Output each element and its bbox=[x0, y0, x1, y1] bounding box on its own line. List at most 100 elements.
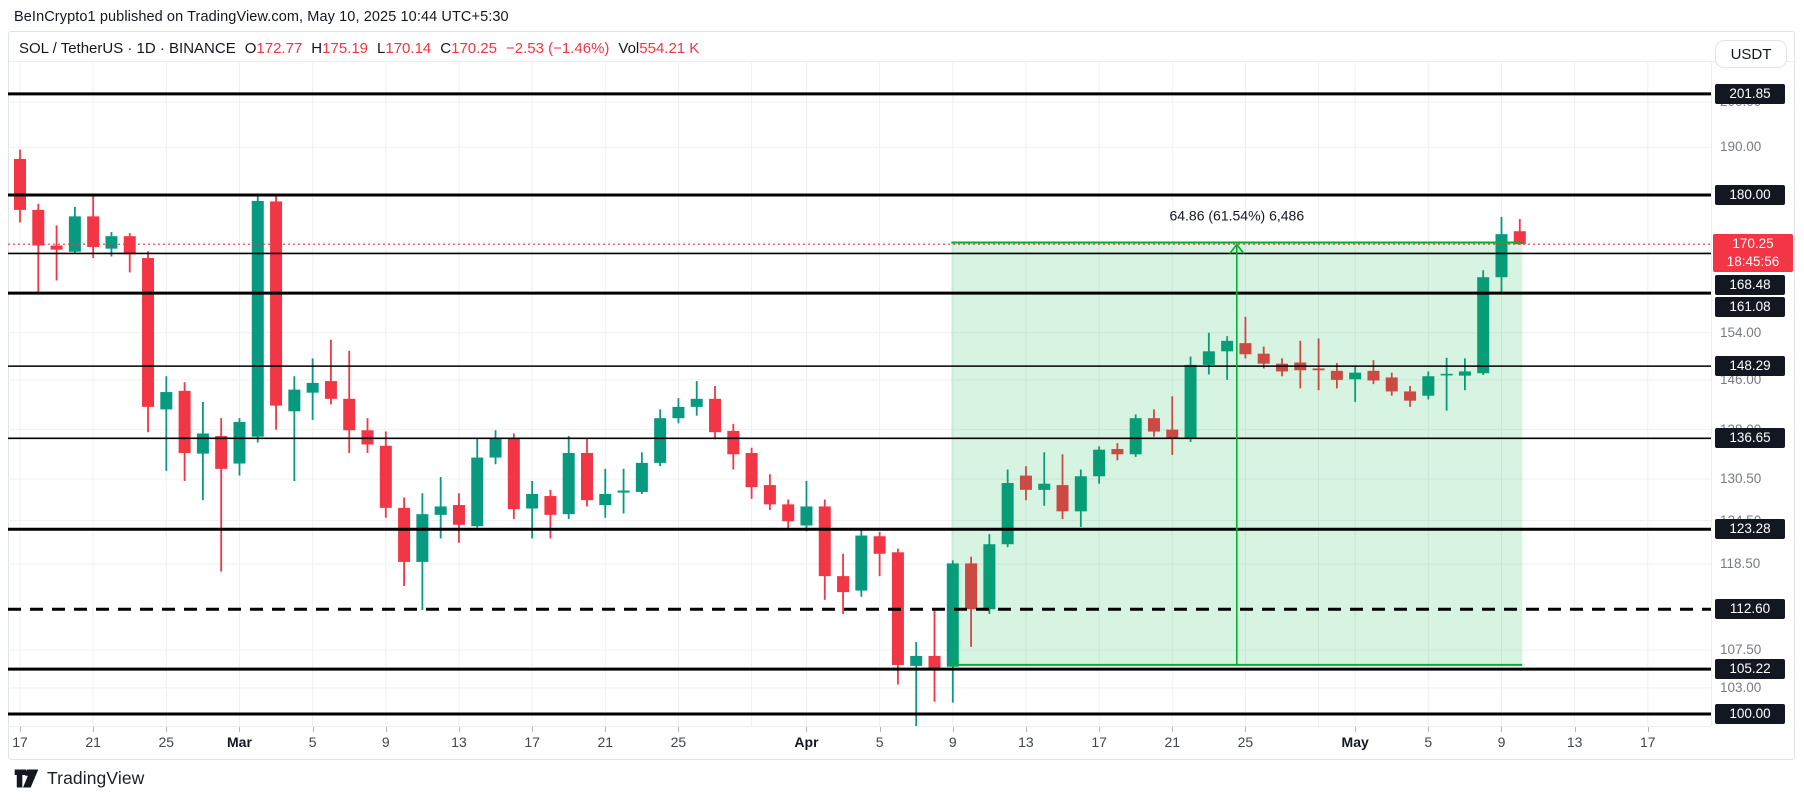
candle-body bbox=[1129, 418, 1142, 455]
candle-body bbox=[324, 381, 337, 399]
price-level-badge-100.00: 100.00 bbox=[1715, 704, 1785, 724]
time-label-13: 13 bbox=[451, 734, 467, 750]
candle-body bbox=[1038, 483, 1051, 490]
time-tick bbox=[879, 727, 881, 732]
candle-body bbox=[690, 398, 703, 407]
time-tick bbox=[678, 727, 680, 732]
time-tick bbox=[1647, 727, 1649, 732]
candle-body bbox=[654, 418, 667, 463]
time-label-17: 17 bbox=[1640, 734, 1656, 750]
time-tick bbox=[1428, 727, 1430, 732]
candle-body bbox=[452, 505, 465, 525]
time-tick bbox=[806, 727, 808, 732]
time-label-May: May bbox=[1341, 734, 1369, 750]
ohlc-open: O172.77 bbox=[244, 39, 303, 57]
candle-body bbox=[233, 421, 246, 464]
attribution-text: BeInCrypto1 published on TradingView.com… bbox=[14, 9, 509, 25]
price-tick-103.00: 103.00 bbox=[1720, 679, 1762, 695]
candle-body bbox=[1330, 370, 1343, 380]
candle-body bbox=[87, 216, 100, 248]
time-label-5: 5 bbox=[875, 734, 884, 750]
candle-body bbox=[471, 457, 484, 527]
candle-body bbox=[398, 507, 411, 562]
time-tick bbox=[1245, 727, 1247, 732]
time-tick bbox=[1099, 727, 1101, 732]
time-label-25: 25 bbox=[670, 734, 687, 750]
time-label-25: 25 bbox=[158, 734, 175, 750]
volume: Vol554.21 K bbox=[618, 39, 700, 57]
time-tick bbox=[605, 727, 607, 732]
candle-body bbox=[123, 236, 136, 255]
candle-body bbox=[1074, 476, 1087, 512]
candle-body bbox=[928, 655, 941, 670]
candle-body bbox=[1019, 475, 1032, 490]
candle-body bbox=[1458, 371, 1471, 376]
currency-toggle-button[interactable]: USDT bbox=[1715, 40, 1787, 68]
time-tick bbox=[93, 727, 95, 732]
candle-body bbox=[1111, 449, 1124, 455]
candle-body bbox=[1166, 429, 1179, 438]
price-tick-154.00: 154.00 bbox=[1720, 324, 1762, 340]
time-label-5: 5 bbox=[308, 734, 317, 750]
candle-body bbox=[1349, 372, 1362, 380]
time-tick bbox=[385, 727, 387, 732]
price-level-badge-112.60: 112.60 bbox=[1715, 599, 1785, 620]
current-price-value: 170.25 bbox=[1732, 236, 1774, 252]
price-tick-107.50: 107.50 bbox=[1720, 642, 1762, 658]
time-label-21: 21 bbox=[597, 734, 614, 750]
candle-body bbox=[855, 535, 868, 591]
time-label-9: 9 bbox=[381, 734, 390, 750]
time-tick bbox=[166, 727, 168, 732]
ohlc-high: H175.19 bbox=[311, 39, 369, 57]
bar-countdown: 18:45:56 bbox=[1726, 254, 1780, 270]
candle-body bbox=[745, 452, 758, 488]
candle-body bbox=[1056, 485, 1069, 512]
candle-body bbox=[1221, 340, 1234, 352]
candle-body bbox=[526, 493, 539, 509]
candle-body bbox=[32, 209, 45, 246]
candle-body bbox=[800, 506, 813, 526]
time-tick bbox=[1574, 727, 1576, 732]
symbol-title: SOL / TetherUS · 1D · BINANCE bbox=[19, 39, 236, 57]
candle-body bbox=[1147, 418, 1160, 432]
candle-body bbox=[1239, 343, 1252, 355]
change-value: −2.53 (−1.46%) bbox=[506, 39, 610, 57]
candle-body bbox=[983, 544, 996, 610]
time-label-Apr: Apr bbox=[794, 734, 819, 750]
candle-body bbox=[1093, 449, 1106, 477]
candle-body bbox=[178, 390, 191, 453]
time-label-5: 5 bbox=[1424, 734, 1433, 750]
candle-body bbox=[1404, 391, 1417, 401]
time-tick bbox=[1172, 727, 1174, 732]
time-label-9: 9 bbox=[948, 734, 957, 750]
candle-body bbox=[196, 433, 209, 454]
candle-body bbox=[763, 485, 776, 505]
candle-body bbox=[507, 438, 520, 510]
measure-arrow-head bbox=[1229, 243, 1245, 254]
price-axis[interactable]: 200.00190.00154.00146.00138.00130.50124.… bbox=[1711, 62, 1804, 726]
candle-body bbox=[379, 445, 392, 508]
candle-body bbox=[306, 382, 319, 393]
candle-body bbox=[489, 438, 502, 458]
current-price-badge: 170.25 18:45:56 bbox=[1713, 234, 1793, 273]
candle-body bbox=[416, 514, 429, 562]
candle-body bbox=[544, 496, 557, 515]
candle-body bbox=[599, 493, 612, 506]
candle-body bbox=[1513, 231, 1526, 245]
time-tick bbox=[239, 727, 241, 732]
chart-canvas[interactable]: 64.86 (61.54%) 6,486 bbox=[8, 62, 1711, 726]
time-tick bbox=[1355, 727, 1357, 732]
time-label-21: 21 bbox=[1164, 734, 1181, 750]
time-label-17: 17 bbox=[524, 734, 540, 750]
candle-body bbox=[837, 576, 850, 593]
tradingview-logo-link[interactable]: TradingView bbox=[14, 768, 144, 789]
time-label-13: 13 bbox=[1566, 734, 1583, 750]
candle-body bbox=[14, 158, 26, 210]
price-level-badge-105.22: 105.22 bbox=[1715, 659, 1785, 680]
time-axis[interactable]: 17 21 25 Mar 5 9 13 17 21 25 Apr 5 9 13 17 21 25 May 5 9 13 1… bbox=[8, 726, 1711, 760]
candle-body bbox=[946, 563, 959, 667]
candle-body bbox=[68, 216, 81, 252]
time-tick bbox=[952, 727, 954, 732]
candle-body bbox=[160, 392, 173, 410]
